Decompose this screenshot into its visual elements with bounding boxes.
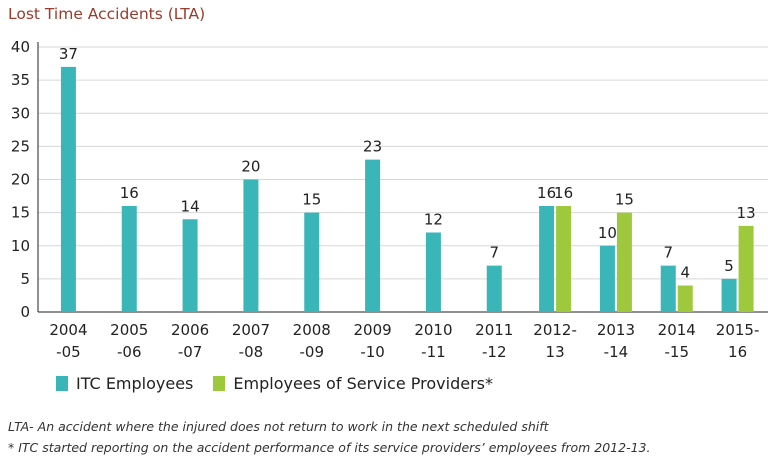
y-tick-label-5: 5 bbox=[20, 270, 30, 288]
legend-swatch-service-providers bbox=[213, 376, 226, 391]
y-tick-label-30: 30 bbox=[11, 104, 30, 122]
x-tick-label-5-line2: -10 bbox=[360, 343, 385, 361]
data-label-series0-4: 15 bbox=[302, 191, 321, 209]
data-label-series1-10: 4 bbox=[680, 264, 690, 282]
x-tick-label-10-line2: -15 bbox=[665, 343, 690, 361]
data-label-series0-9: 10 bbox=[598, 224, 617, 242]
x-tick-label-4-line2: -09 bbox=[300, 343, 325, 361]
bar-series1-8 bbox=[556, 206, 572, 312]
footnote-lta-definition: LTA- An accident where the injured does … bbox=[8, 419, 549, 434]
x-tick-label-0-line1: 2004 bbox=[49, 321, 87, 339]
data-label-series1-8: 16 bbox=[554, 184, 573, 202]
x-tick-label-5-line1: 2009 bbox=[353, 321, 391, 339]
x-tick-label-9-line2: -14 bbox=[604, 343, 629, 361]
footnote-service-providers: * ITC started reporting on the accident … bbox=[8, 440, 651, 455]
chart-title: Lost Time Accidents (LTA) bbox=[8, 5, 206, 23]
bar-series0-5 bbox=[365, 159, 381, 312]
x-tick-label-1-line2: -06 bbox=[117, 343, 142, 361]
y-tick-label-15: 15 bbox=[11, 204, 30, 222]
y-tick-label-40: 40 bbox=[11, 38, 30, 56]
x-tick-label-2-line2: -07 bbox=[178, 343, 203, 361]
bar-series0-9 bbox=[599, 245, 615, 312]
data-label-series1-9: 15 bbox=[615, 191, 634, 209]
y-tick-label-10: 10 bbox=[11, 237, 30, 255]
x-tick-label-7-line2: -12 bbox=[482, 343, 507, 361]
x-tick-label-9-line1: 2013 bbox=[597, 321, 635, 339]
x-tick-label-8-line1: 2012- bbox=[533, 321, 577, 339]
data-label-series0-0: 37 bbox=[59, 45, 78, 63]
y-tick-label-25: 25 bbox=[11, 137, 30, 155]
bar-series0-7 bbox=[486, 265, 502, 312]
x-tick-label-6-line1: 2010 bbox=[414, 321, 452, 339]
data-label-series0-10: 7 bbox=[663, 244, 673, 262]
bar-series1-11 bbox=[738, 225, 754, 312]
data-label-series0-7: 7 bbox=[489, 244, 499, 262]
x-tick-label-10-line1: 2014 bbox=[658, 321, 696, 339]
x-tick-label-3-line2: -08 bbox=[239, 343, 264, 361]
data-label-series0-11: 5 bbox=[724, 257, 734, 275]
legend-label-itc-employees: ITC Employees bbox=[76, 374, 194, 393]
y-tick-label-0: 0 bbox=[20, 303, 30, 321]
bar-series1-9 bbox=[616, 212, 632, 312]
x-tick-label-0-line2: -05 bbox=[56, 343, 81, 361]
data-label-series0-8: 16 bbox=[537, 184, 556, 202]
bar-series0-2 bbox=[182, 219, 198, 312]
x-tick-label-2-line1: 2006 bbox=[171, 321, 209, 339]
y-tick-label-20: 20 bbox=[11, 171, 30, 189]
data-label-series1-11: 13 bbox=[737, 204, 756, 222]
legend-item-itc-employees: ITC Employees bbox=[56, 374, 193, 393]
x-tick-label-11-line2: 16 bbox=[728, 343, 747, 361]
x-tick-label-11-line1: 2015- bbox=[716, 321, 760, 339]
legend-swatch-itc-employees bbox=[56, 376, 68, 391]
bar-series0-6 bbox=[425, 232, 441, 312]
bar-series0-8 bbox=[539, 206, 555, 312]
data-label-series0-6: 12 bbox=[424, 211, 443, 229]
data-label-series0-5: 23 bbox=[363, 138, 382, 156]
bar-series0-10 bbox=[660, 265, 676, 312]
legend: ITC Employees Employees of Service Provi… bbox=[56, 374, 513, 393]
legend-item-service-providers: Employees of Service Providers* bbox=[213, 374, 493, 393]
x-tick-label-6-line2: -11 bbox=[421, 343, 446, 361]
bar-series0-1 bbox=[121, 206, 137, 312]
x-tick-label-1-line1: 2005 bbox=[110, 321, 148, 339]
x-tick-label-3-line1: 2007 bbox=[232, 321, 270, 339]
legend-label-service-providers: Employees of Service Providers* bbox=[233, 374, 493, 393]
y-tick-label-35: 35 bbox=[11, 71, 30, 89]
data-label-series0-3: 20 bbox=[241, 158, 260, 176]
x-tick-label-7-line1: 2011 bbox=[475, 321, 513, 339]
x-tick-label-8-line2: 13 bbox=[546, 343, 565, 361]
bar-series0-0 bbox=[60, 66, 76, 312]
x-tick-label-4-line1: 2008 bbox=[293, 321, 331, 339]
bar-series0-4 bbox=[304, 212, 320, 312]
data-label-series0-2: 14 bbox=[181, 197, 200, 215]
bar-series1-10 bbox=[677, 285, 693, 312]
data-label-series0-1: 16 bbox=[120, 184, 139, 202]
bar-series0-3 bbox=[243, 179, 259, 312]
bar-series0-11 bbox=[721, 278, 737, 312]
